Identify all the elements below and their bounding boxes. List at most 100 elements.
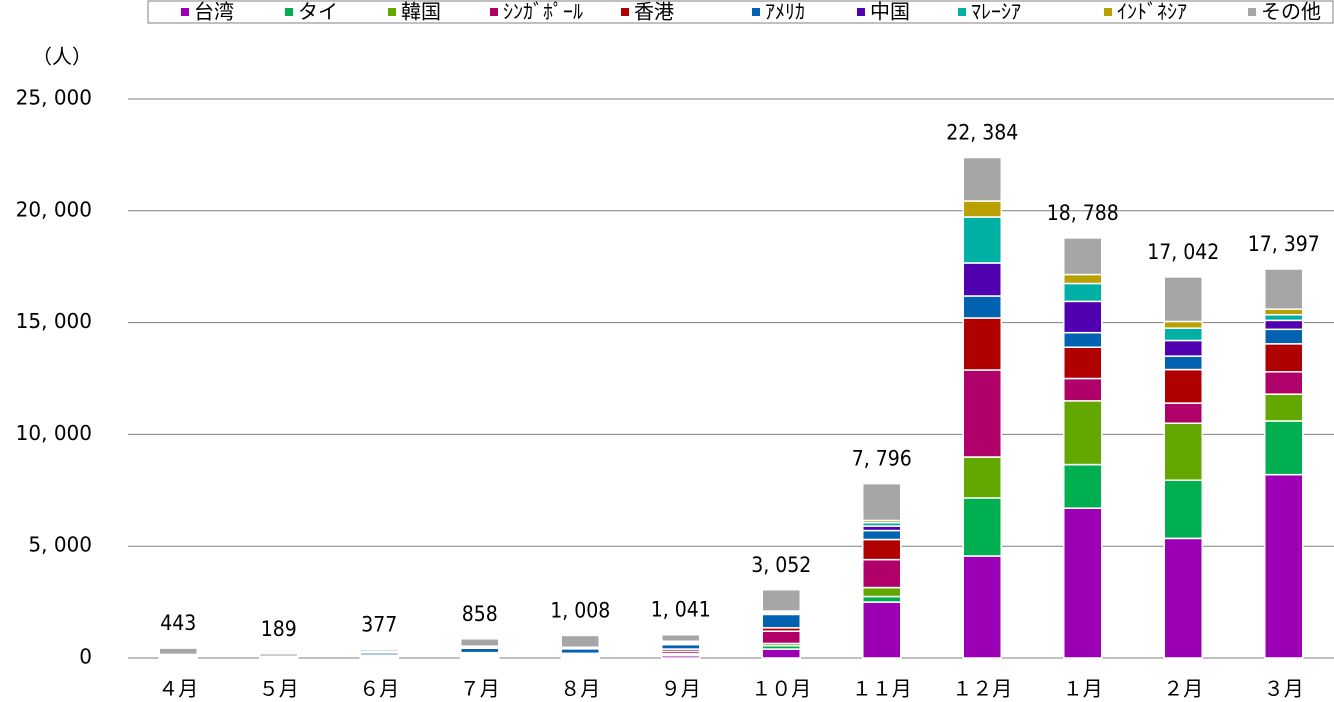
bar-segment bbox=[1163, 327, 1203, 342]
legend-label: 台湾 bbox=[194, 0, 234, 24]
y-tick-label: 25, 000 bbox=[16, 86, 92, 110]
bar-segment bbox=[962, 317, 1002, 371]
bar-segment bbox=[1264, 319, 1304, 331]
bar-segment bbox=[1264, 473, 1304, 659]
bar-segment bbox=[1063, 377, 1103, 402]
x-tick-label: ６月 bbox=[359, 677, 399, 701]
bar-segment bbox=[1063, 507, 1103, 659]
legend-label: ｲﾝﾄﾞﾈｼｱ bbox=[1117, 0, 1187, 24]
x-tick-label: １１月 bbox=[852, 677, 912, 701]
bar-segment bbox=[359, 648, 399, 653]
bar-segment bbox=[560, 634, 600, 649]
bar-segment bbox=[1163, 320, 1203, 329]
bar-segment bbox=[1264, 393, 1304, 422]
bar-segment bbox=[1264, 343, 1304, 373]
y-unit-label: （人） bbox=[32, 45, 92, 69]
total-label: 443 bbox=[160, 611, 196, 635]
bar-segment bbox=[1163, 355, 1203, 371]
bar-segment bbox=[1163, 422, 1203, 481]
bar-segment bbox=[962, 156, 1002, 202]
bar-segment bbox=[862, 595, 902, 603]
bar-segment bbox=[1264, 371, 1304, 395]
legend-label: 韓国 bbox=[401, 0, 441, 24]
bar-segment bbox=[661, 633, 701, 642]
total-label: 1, 041 bbox=[651, 598, 711, 622]
y-tick-label: 10, 000 bbox=[16, 421, 92, 445]
total-label: 17, 042 bbox=[1147, 240, 1219, 264]
x-tick-label: ５月 bbox=[259, 677, 299, 701]
bar-segment bbox=[1063, 282, 1103, 303]
bar-segment bbox=[460, 638, 500, 647]
total-label: 7, 796 bbox=[852, 447, 912, 471]
bar-segment bbox=[1264, 268, 1304, 310]
x-tick-label: ２月 bbox=[1163, 677, 1203, 701]
total-label: 22, 384 bbox=[946, 120, 1018, 144]
legend-label: ﾏﾚｰｼｱ bbox=[971, 0, 1021, 24]
bar-segment bbox=[862, 601, 902, 659]
legend-marker bbox=[958, 8, 966, 16]
bar-segment bbox=[1163, 276, 1203, 323]
bar-segment bbox=[1264, 314, 1304, 322]
bar-segment bbox=[962, 497, 1002, 557]
bar-segment bbox=[1063, 463, 1103, 509]
legend-box bbox=[147, 0, 1334, 24]
total-label: 858 bbox=[462, 602, 498, 626]
bar-segment bbox=[1063, 273, 1103, 285]
total-label: 1, 008 bbox=[550, 598, 610, 622]
bar-segment bbox=[862, 538, 902, 561]
bar-segment bbox=[1063, 346, 1103, 380]
bar-segment bbox=[1163, 402, 1203, 424]
bar-segment bbox=[1264, 328, 1304, 345]
x-tick-label: １月 bbox=[1063, 677, 1103, 701]
total-label: 3, 052 bbox=[751, 553, 811, 577]
legend-marker bbox=[1248, 8, 1256, 16]
legend-marker bbox=[752, 8, 760, 16]
bar-segment bbox=[1063, 331, 1103, 348]
y-tick-label: 5, 000 bbox=[28, 533, 92, 557]
legend-marker bbox=[285, 8, 293, 16]
bar-segment bbox=[259, 653, 299, 658]
legend-marker bbox=[490, 8, 498, 16]
x-tick-label: ４月 bbox=[158, 677, 198, 701]
bar-segment bbox=[962, 369, 1002, 458]
y-tick-label: 15, 000 bbox=[16, 309, 92, 333]
legend-marker bbox=[181, 8, 189, 16]
bar-segment bbox=[962, 555, 1002, 659]
bar-segment bbox=[158, 647, 198, 656]
legend-label: その他 bbox=[1261, 0, 1321, 24]
legend-label: 香港 bbox=[634, 0, 674, 24]
x-tick-label: １０月 bbox=[751, 677, 811, 701]
bar-segment bbox=[1163, 368, 1203, 404]
bar-segment bbox=[1063, 300, 1103, 334]
bar-segment bbox=[962, 216, 1002, 264]
bar-segment bbox=[1163, 479, 1203, 540]
bar-segment bbox=[1264, 420, 1304, 476]
bar-segment bbox=[761, 648, 801, 659]
legend-label: ｼﾝｶﾞﾎﾟｰﾙ bbox=[503, 0, 583, 24]
total-label: 377 bbox=[361, 613, 397, 637]
bar-segment bbox=[962, 200, 1002, 218]
bar-segment bbox=[962, 262, 1002, 297]
legend-label: 中国 bbox=[870, 0, 910, 24]
bar-segment bbox=[761, 589, 801, 612]
legend-label: タイ bbox=[298, 0, 338, 24]
bar-segment bbox=[1063, 237, 1103, 276]
legend-label: ｱﾒﾘｶ bbox=[765, 0, 805, 24]
bar-segment bbox=[862, 529, 902, 541]
legend-marker bbox=[621, 8, 629, 16]
bar-segment bbox=[862, 558, 902, 589]
bar-segment bbox=[962, 456, 1002, 499]
legend-marker bbox=[388, 8, 396, 16]
total-label: 17, 397 bbox=[1248, 232, 1320, 256]
y-tick-label: 20, 000 bbox=[16, 197, 92, 221]
bar-segment bbox=[1264, 308, 1304, 316]
x-tick-label: ７月 bbox=[460, 677, 500, 701]
total-label: 189 bbox=[261, 617, 297, 641]
bar-segment bbox=[962, 295, 1002, 319]
bar-segment bbox=[1063, 400, 1103, 466]
bar-segment bbox=[761, 613, 801, 629]
x-tick-label: ３月 bbox=[1264, 677, 1304, 701]
bar-segment bbox=[1163, 537, 1203, 659]
total-label: 18, 788 bbox=[1047, 201, 1119, 225]
